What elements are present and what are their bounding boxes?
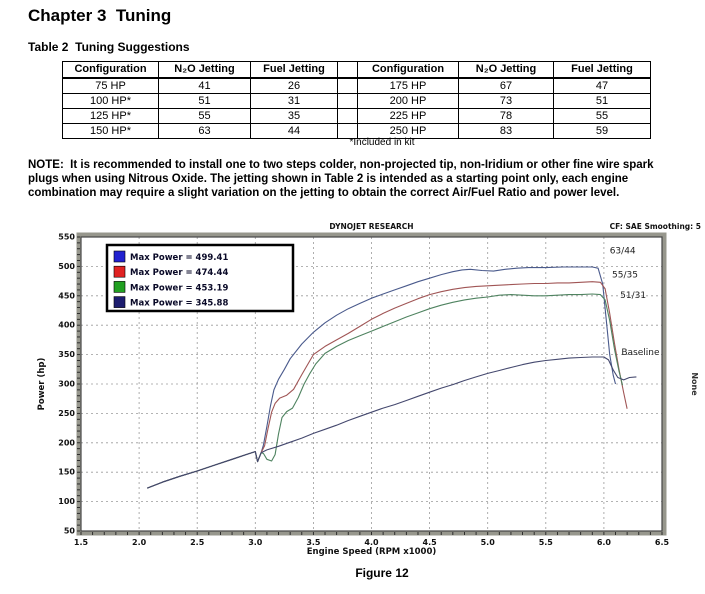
x-tick-label: 5.5 [539, 538, 554, 547]
curve-label-63-44: 63/44 [610, 246, 636, 256]
table-cell: 83 [458, 123, 554, 139]
column-header: Configuration [62, 61, 159, 79]
note-line: NOTE: It is recommended to install one t… [28, 159, 654, 171]
y-tick-label: 400 [58, 321, 75, 330]
chart-legend: Max Power = 499.41 Max Power = 474.44 Max … [105, 243, 295, 313]
legend-swatch [113, 250, 126, 263]
table-cell: 35 [250, 108, 338, 124]
column-header: N₂O Jetting [158, 61, 251, 79]
legend-label: Max Power = 345.88 [130, 299, 228, 309]
y-axis: 50 100 150 200 250 300 350 400 450 500 550 [58, 233, 80, 536]
x-tick-label: 6.0 [597, 538, 612, 547]
table-caption: Table 2 Tuning Suggestions [28, 40, 190, 54]
legend-label: Max Power = 499.41 [130, 253, 228, 263]
y-tick-label: 550 [58, 233, 75, 242]
legend-label: Max Power = 453.19 [130, 283, 228, 293]
x-tick-label: 6.5 [655, 538, 670, 547]
table-cell: 41 [158, 77, 251, 94]
table-cell: 78 [458, 108, 554, 124]
table-row: 125 HP* 55 35 225 HP 78 55 [62, 108, 651, 124]
y-tick-label: 350 [58, 350, 75, 359]
x-tick-label: 4.0 [364, 538, 379, 547]
table-cell: 150 HP* [62, 123, 159, 139]
table-cell: 51 [158, 93, 251, 109]
legend-swatch [113, 265, 126, 278]
table-cell [337, 108, 358, 124]
x-axis: 1.5 2.0 2.5 3.0 3.5 4.0 4.5 5.0 5.5 6.0 6.5 [74, 532, 670, 547]
table-cell: 225 HP [357, 108, 459, 124]
legend-swatch [113, 296, 126, 308]
tuning-suggestions-table: Configuration N₂O Jetting Fuel Jetting Conf… [62, 61, 651, 139]
table-cell: 55 [553, 108, 651, 124]
legend-label: Max Power = 474.44 [130, 268, 228, 278]
note-line: combination may require a slight variati… [28, 187, 620, 199]
x-tick-label: 2.0 [132, 538, 147, 547]
table-cell: 55 [158, 108, 251, 124]
right-side-label: None [690, 372, 699, 396]
curve-label-baseline: Baseline [621, 348, 660, 358]
table-cell: 75 HP [62, 77, 159, 94]
figure-caption: Figure 12 [355, 566, 409, 580]
column-header: Configuration [357, 61, 459, 79]
y-tick-label: 500 [58, 262, 75, 271]
x-tick-label: 2.5 [190, 538, 205, 547]
curve-label-55-35: 55/35 [612, 271, 638, 281]
table-cell: 51 [553, 93, 651, 109]
table-cell: 67 [458, 77, 554, 94]
legend-swatch [113, 281, 126, 293]
table-cell [337, 77, 358, 94]
y-tick-label: 250 [58, 409, 75, 418]
x-tick-label: 5.0 [481, 538, 496, 547]
table-row: 75 HP 41 26 175 HP 67 47 [62, 77, 651, 94]
column-header: Fuel Jetting [553, 61, 651, 79]
y-axis-title: Power (hp) [37, 358, 47, 411]
x-tick-label: 1.5 [74, 538, 89, 547]
y-tick-label: 450 [58, 291, 75, 300]
table-cell: 31 [250, 93, 338, 109]
table-cell: 44 [250, 123, 338, 139]
power-curve-baseline [146, 356, 637, 489]
chart-corner-note: CF: SAE Smoothing: 5 [610, 222, 701, 231]
table-row: 150 HP* 63 44 250 HP 83 59 [62, 123, 651, 139]
column-header: Fuel Jetting [250, 61, 338, 79]
y-tick-label: 200 [58, 438, 75, 447]
table-cell: 59 [553, 123, 651, 139]
column-header: N₂O Jetting [458, 61, 554, 79]
dyno-power-chart: 1.5 2.0 2.5 3.0 3.5 4.0 4.5 5.0 5.5 6.0 6.5 50 100 15… [37, 222, 701, 557]
x-axis-title: Engine Speed (RPM x1000) [307, 547, 437, 557]
note-line: plugs when using Nitrous Oxide. The jett… [28, 173, 629, 185]
table-cell: 200 HP [357, 93, 459, 109]
y-tick-label: 300 [58, 380, 75, 389]
x-tick-label: 3.5 [306, 538, 321, 547]
table-cell: 125 HP* [62, 108, 159, 124]
table-cell: 100 HP* [62, 93, 159, 109]
table-footnote: *Included in kit [349, 137, 415, 148]
chapter-heading: Chapter 3 Tuning [28, 6, 172, 25]
table-row: 100 HP* 51 31 200 HP 73 51 [62, 93, 651, 109]
table-header-row: Configuration N₂O Jetting Fuel Jetting Conf… [62, 61, 651, 79]
table-cell: 26 [250, 77, 338, 94]
y-tick-label: 50 [64, 527, 76, 536]
table-cell: 175 HP [357, 77, 459, 94]
table-cell: 47 [553, 77, 651, 94]
note-paragraph: NOTE: It is recommended to install one t… [28, 158, 703, 200]
table-cell: 73 [458, 93, 554, 109]
curve-label-51-31: 51/31 [620, 291, 646, 301]
y-tick-label: 100 [58, 497, 75, 506]
chart-title: DYNOJET RESEARCH [329, 222, 413, 231]
y-tick-label: 150 [58, 468, 75, 477]
table-cell [337, 93, 358, 109]
x-tick-label: 4.5 [423, 538, 438, 547]
x-tick-label: 3.0 [248, 538, 263, 547]
column-header [337, 61, 358, 79]
